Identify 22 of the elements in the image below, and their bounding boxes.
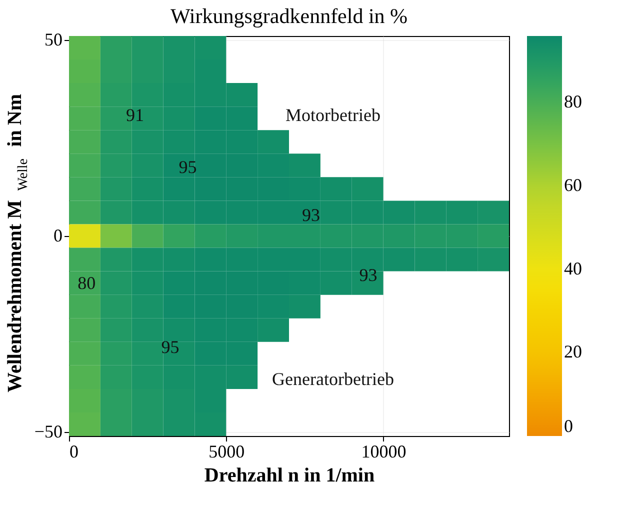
x-tick-label: 10000 <box>361 442 406 462</box>
y-axis-title: Wellendrehmoment MWelle in Nm <box>4 94 31 392</box>
x-tick-label: 0 <box>70 442 78 462</box>
annotation: 91 <box>126 105 144 125</box>
annotation: Motorbetrieb <box>286 105 380 125</box>
color-bar-label: 40 <box>564 258 582 278</box>
annotation: 93 <box>359 265 378 285</box>
annotation: 95 <box>161 337 180 357</box>
annotation: 93 <box>302 205 320 225</box>
x-tick-label: 5000 <box>208 442 245 462</box>
color-bar-label: 0 <box>564 416 573 436</box>
annotation: Generatorbetrieb <box>272 369 394 389</box>
color-bar-label: 60 <box>564 175 582 195</box>
x-axis-title: Drehzahl n in 1/min <box>204 464 375 486</box>
color-bar-label: 80 <box>564 92 582 112</box>
annotation: 80 <box>78 273 96 293</box>
y-tick-label: 50 <box>44 29 62 50</box>
y-tick-label: −50 <box>34 422 62 442</box>
y-tick-label: 0 <box>54 226 62 246</box>
color-bar-label: 20 <box>564 342 582 362</box>
annotation: 95 <box>178 157 197 177</box>
chart-title: Wirkungsgradkennfeld in % <box>170 4 408 28</box>
